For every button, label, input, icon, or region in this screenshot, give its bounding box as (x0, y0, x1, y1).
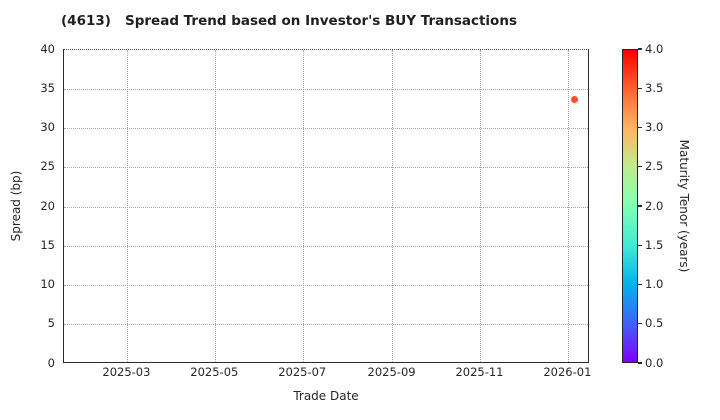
colorbar-tick (638, 362, 642, 364)
y-tick-label: 20 (40, 198, 55, 213)
colorbar-tick-label: 4.0 (645, 41, 664, 56)
y-tick-label: 15 (40, 237, 55, 252)
x-gridline-2025-11 (479, 50, 481, 362)
plot-area (63, 49, 589, 363)
x-tick-label: 2025-11 (455, 365, 504, 379)
x-gridline-2025-09 (392, 50, 394, 362)
x-tick-label: 2025-03 (102, 365, 151, 379)
colorbar-tick-label: 0.5 (645, 316, 664, 331)
x-axis-label: Trade Date (293, 389, 359, 403)
y-tick-label: 25 (40, 159, 55, 174)
y-tick-label: 0 (47, 355, 55, 370)
colorbar-tick-label: 0.0 (645, 355, 664, 370)
colorbar-tick-label: 3.5 (645, 80, 664, 95)
colorbar-tick (638, 323, 642, 325)
x-gridline-2025-03 (126, 50, 128, 362)
x-tick-label: 2026-01 (543, 365, 592, 379)
colorbar-tick (638, 283, 642, 286)
x-tick-label: 2025-07 (278, 365, 327, 379)
colorbar-tick (638, 244, 642, 246)
y-tick-label: 10 (40, 277, 55, 291)
colorbar-tick (638, 205, 642, 207)
y-gridline-30 (64, 128, 588, 129)
x-gridline-2025-05 (214, 50, 216, 362)
colorbar-label: Maturity Tenor (years) (677, 139, 691, 273)
colorbar-tick (638, 48, 642, 50)
y-tick-label: 5 (47, 316, 55, 331)
x-tick-label: 2025-05 (190, 365, 239, 379)
y-gridline-35 (64, 88, 588, 90)
y-gridline-25 (64, 167, 588, 169)
y-gridline-20 (64, 206, 588, 208)
x-gridline-2025-07 (302, 50, 304, 362)
colorbar-tick-label: 1.0 (645, 277, 664, 291)
colorbar-tick-label: 2.0 (645, 198, 664, 213)
y-gridline-15 (64, 245, 588, 247)
colorbar-tick (638, 126, 642, 129)
x-tick-label: 2025-09 (367, 365, 416, 379)
colorbar-tick (638, 87, 642, 89)
y-gridline-10 (64, 285, 588, 286)
colorbar-tick-label: 2.5 (645, 159, 664, 174)
y-tick-label: 40 (40, 41, 55, 56)
colorbar-tick-label: 1.5 (645, 237, 664, 252)
y-gridline-5 (64, 324, 588, 326)
colorbar-tick-label: 3.0 (645, 120, 664, 134)
data-point (571, 95, 579, 103)
chart-title: (4613) Spread Trend based on Investor's … (61, 13, 517, 29)
x-gridline-2026-01 (567, 50, 569, 362)
colorbar-tick (638, 166, 642, 168)
colorbar (622, 49, 638, 363)
y-tick-label: 35 (40, 80, 55, 95)
y-tick-label: 30 (40, 120, 55, 134)
